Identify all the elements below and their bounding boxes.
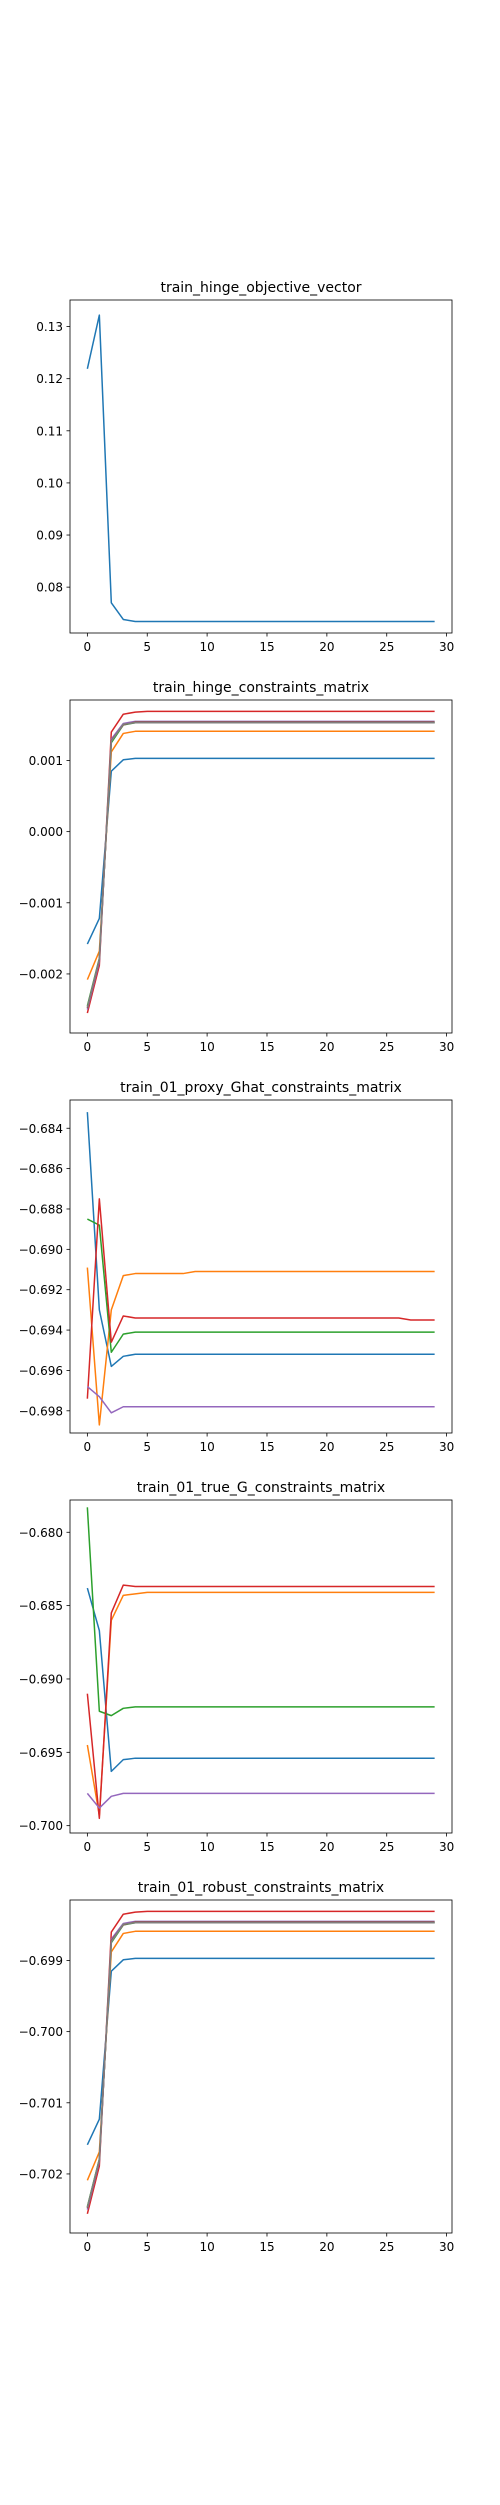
x-tick-label: 30 xyxy=(439,1440,454,1454)
x-tick-label: 25 xyxy=(379,1040,394,1054)
y-tick-label: −0.688 xyxy=(19,1202,63,1216)
y-tick-label: 0.09 xyxy=(36,529,63,543)
series-line-1 xyxy=(86,1957,435,2146)
axes-frame xyxy=(69,1899,453,2234)
series-line-1 xyxy=(86,1112,435,1368)
subplot-title: train_01_robust_constraints_matrix xyxy=(138,1880,384,1896)
y-tick-label: −0.699 xyxy=(19,1954,63,1968)
x-tick-label: 25 xyxy=(379,1440,394,1454)
x-tick-label: 20 xyxy=(319,1840,334,1854)
series-line-4 xyxy=(86,1910,435,2214)
y-tick-label: 0.000 xyxy=(29,825,63,839)
x-tick-label: 15 xyxy=(259,1440,274,1454)
x-tick-label: 25 xyxy=(379,2240,394,2254)
y-tick-label: 0.13 xyxy=(36,320,63,334)
series-line-7 xyxy=(86,722,435,1008)
x-tick-label: 10 xyxy=(199,2240,214,2254)
x-tick-label: 30 xyxy=(439,2240,454,2254)
series-line-5 xyxy=(86,1792,435,1809)
x-tick-label: 10 xyxy=(199,1840,214,1854)
subplot-title: train_hinge_objective_vector xyxy=(160,280,361,296)
x-tick-label: 20 xyxy=(319,1040,334,1054)
y-tick-label: 0.001 xyxy=(29,754,63,768)
x-tick-label: 10 xyxy=(199,1040,214,1054)
y-tick-label: −0.686 xyxy=(19,1162,63,1176)
y-tick-label: −0.694 xyxy=(19,1324,63,1338)
y-tick-label: −0.001 xyxy=(19,896,63,910)
subplot-2: train_hinge_constraints_matrix 0 5 10 15 20 25… xyxy=(19,680,455,1054)
x-tick-label: 20 xyxy=(319,1440,334,1454)
y-tick-label: 0.10 xyxy=(36,476,63,490)
series-line-4 xyxy=(86,710,435,1014)
y-tick-label: −0.684 xyxy=(19,1122,63,1136)
x-tick-label: 25 xyxy=(379,1840,394,1854)
subplot-3: train_01_proxy_Ghat_constraints_matrix 0 5… xyxy=(19,1080,455,1454)
y-tick-label: −0.702 xyxy=(19,2167,63,2181)
series-line-3 xyxy=(86,1507,435,1717)
x-tick-label: 5 xyxy=(143,1840,151,1854)
axes-frame xyxy=(69,299,453,634)
series-line-7 xyxy=(86,1922,435,2208)
series-line-4 xyxy=(86,1198,435,1399)
x-tick-label: 15 xyxy=(259,1840,274,1854)
x-tick-label: 30 xyxy=(439,1040,454,1054)
y-tick-label: 0.12 xyxy=(36,372,63,386)
x-tick-label: 20 xyxy=(319,640,334,654)
subplot-5: train_01_robust_constraints_matrix 0 5 10 15… xyxy=(19,1880,455,2254)
y-tick-label: −0.700 xyxy=(19,1819,63,1833)
x-tick-label: 30 xyxy=(439,640,454,654)
y-tick-label: −0.680 xyxy=(19,1526,63,1540)
x-tick-label: 15 xyxy=(259,640,274,654)
y-tick-label: −0.695 xyxy=(19,1746,63,1760)
y-tick-label: −0.690 xyxy=(19,1672,63,1686)
x-tick-label: 20 xyxy=(319,2240,334,2254)
y-tick-label: −0.692 xyxy=(19,1283,63,1297)
x-tick-label: 5 xyxy=(143,2240,151,2254)
y-tick-label: −0.685 xyxy=(19,1599,63,1613)
series-line-1 xyxy=(86,757,435,945)
x-tick-label: 5 xyxy=(143,640,151,654)
y-tick-label: 0.11 xyxy=(36,424,63,438)
axes-frame xyxy=(69,699,453,1034)
series-line-2 xyxy=(86,1930,435,2181)
axes-frame xyxy=(69,1499,453,1834)
axes-frame xyxy=(69,1099,453,1434)
subplot-title: train_01_true_G_constraints_matrix xyxy=(137,1480,385,1496)
subplot-1: train_hinge_objective_vector 0 5 10 15 20 25 30… xyxy=(36,280,454,654)
series-line-5 xyxy=(86,1386,435,1414)
x-tick-label: 15 xyxy=(259,1040,274,1054)
x-tick-label: 5 xyxy=(143,1440,151,1454)
x-tick-label: 5 xyxy=(143,1040,151,1054)
y-tick-label: −0.698 xyxy=(19,1404,63,1418)
subplot-title: train_hinge_constraints_matrix xyxy=(153,680,369,696)
x-tick-label: 10 xyxy=(199,1440,214,1454)
x-tick-label: 0 xyxy=(84,1840,92,1854)
x-tick-label: 0 xyxy=(84,640,92,654)
series-line-4 xyxy=(86,1584,435,1820)
x-tick-label: 15 xyxy=(259,2240,274,2254)
series-line-2 xyxy=(86,730,435,980)
subplot-4: train_01_true_G_constraints_matrix 0 5 10 15… xyxy=(19,1480,455,1854)
y-tick-label: −0.700 xyxy=(19,2025,63,2039)
series-line-3 xyxy=(87,1218,435,1354)
x-tick-label: 0 xyxy=(84,1440,92,1454)
series-line-2 xyxy=(86,1267,435,1426)
y-tick-label: −0.002 xyxy=(19,967,63,981)
y-tick-label: 0.08 xyxy=(36,581,63,595)
x-tick-label: 0 xyxy=(84,2240,92,2254)
subplot-title: train_01_proxy_Ghat_constraints_matrix xyxy=(120,1080,402,1096)
x-tick-label: 30 xyxy=(439,1840,454,1854)
y-tick-label: −0.701 xyxy=(19,2096,63,2110)
y-tick-label: −0.690 xyxy=(19,1243,63,1257)
x-tick-label: 0 xyxy=(84,1040,92,1054)
x-tick-label: 25 xyxy=(379,640,394,654)
y-tick-label: −0.696 xyxy=(19,1364,63,1378)
series-line-1 xyxy=(86,1587,435,1773)
series-line-1 xyxy=(86,314,435,623)
series-line-2 xyxy=(86,1591,435,1817)
x-tick-label: 10 xyxy=(199,640,214,654)
